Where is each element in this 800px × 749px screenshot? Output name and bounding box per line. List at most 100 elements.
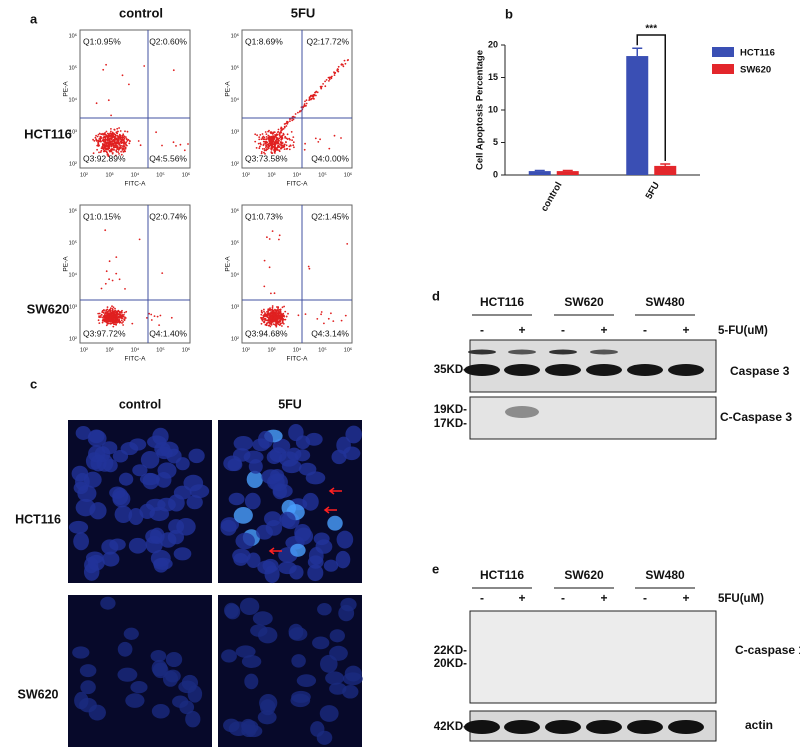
- event-dot: [325, 79, 328, 81]
- event-dot: [260, 143, 262, 146]
- event-dot: [270, 151, 273, 154]
- event-dot: [280, 131, 283, 134]
- protein-band: [586, 364, 622, 376]
- x-tick-label: control: [539, 180, 565, 213]
- nucleus: [220, 519, 237, 536]
- event-dot: [110, 314, 113, 317]
- treatment-label: 5-FU(uM): [718, 325, 768, 337]
- event-dot: [115, 272, 118, 275]
- arrow: [268, 547, 282, 555]
- event-dot: [265, 146, 267, 149]
- event-dot: [275, 309, 278, 312]
- quadrant-label: Q2:0.60%: [149, 36, 187, 46]
- event-dot: [276, 141, 279, 144]
- event-dot: [346, 243, 349, 245]
- arrow: [323, 506, 337, 514]
- event-dot: [263, 308, 265, 311]
- nucleus: [165, 669, 181, 683]
- event-dot: [278, 324, 281, 326]
- nucleus: [257, 560, 277, 575]
- event-dot: [109, 307, 112, 310]
- event-dot: [319, 85, 322, 88]
- event-dot: [268, 266, 271, 269]
- event-dot: [320, 87, 323, 90]
- event-dot: [305, 99, 308, 102]
- nucleus: [117, 641, 133, 657]
- nucleus: [227, 458, 243, 472]
- nucleus: [73, 481, 89, 495]
- quadrant-label: Q2:0.74%: [149, 211, 187, 221]
- event-dot: [102, 146, 105, 149]
- event-dot: [100, 316, 102, 319]
- event-dot: [270, 148, 273, 151]
- event-dot: [110, 130, 112, 133]
- y-axis-label: PE-A: [63, 81, 70, 97]
- nucleus: [87, 554, 105, 571]
- event-dot: [317, 141, 320, 143]
- event-dot: [285, 315, 288, 318]
- event-dot: [346, 59, 349, 62]
- flow-plot: [79, 204, 191, 344]
- event-dot: [92, 138, 94, 141]
- event-dot: [107, 135, 110, 137]
- nucleus: [74, 691, 89, 710]
- nucleus: [168, 519, 185, 534]
- event-dot: [115, 323, 117, 326]
- event-dot: [267, 321, 270, 324]
- bar: [556, 171, 579, 175]
- quadrant-label: Q1:0.73%: [245, 211, 283, 221]
- micrograph: [218, 595, 363, 747]
- event-dot: [115, 154, 117, 157]
- event-dot: [278, 133, 281, 135]
- event-dot: [280, 126, 283, 129]
- nucleus: [165, 651, 183, 668]
- event-dot: [107, 142, 109, 145]
- event-dot: [258, 136, 261, 139]
- group-label: HCT116: [480, 295, 524, 309]
- treatment-sign: -: [480, 591, 484, 605]
- event-dot: [263, 321, 265, 324]
- flow-plot: [79, 29, 191, 169]
- nucleus: [289, 565, 304, 580]
- x-tick-label: 10³: [268, 172, 276, 178]
- row-title: SW620: [27, 301, 70, 316]
- event-dot: [119, 147, 122, 150]
- event-dot: [161, 272, 164, 274]
- error-bar: [534, 169, 545, 172]
- event-dot: [105, 324, 108, 327]
- event-dot: [310, 97, 313, 100]
- event-dot: [272, 319, 275, 322]
- event-dot: [333, 134, 336, 137]
- event-dot: [124, 142, 126, 145]
- y-tick-label: 10³: [69, 304, 77, 310]
- event-dot: [344, 62, 347, 65]
- y-tick-label: 10⁴: [231, 271, 240, 278]
- event-dot: [120, 141, 123, 143]
- event-dot: [104, 315, 106, 318]
- band-label: Caspase 3: [730, 364, 790, 378]
- event-dot: [328, 78, 331, 81]
- nucleus: [295, 435, 311, 450]
- y-tick-label: 10: [488, 104, 498, 114]
- event-dot: [102, 68, 105, 71]
- column-title: control: [119, 397, 161, 411]
- event-dot: [281, 142, 284, 144]
- event-dot: [110, 132, 112, 135]
- y-axis-label: Cell Apoptosis Percentage: [475, 50, 486, 170]
- event-dot: [111, 305, 113, 308]
- group-label: HCT116: [480, 568, 524, 582]
- y-tick-label: 10⁶: [231, 207, 239, 214]
- nucleus: [345, 425, 363, 444]
- nucleus: [102, 551, 120, 567]
- event-dot: [285, 141, 287, 144]
- bar: [528, 171, 551, 175]
- event-dot: [274, 140, 277, 143]
- event-dot: [340, 319, 343, 322]
- x-tick-label: 10⁴: [293, 346, 302, 353]
- event-dot: [115, 151, 118, 153]
- event-dot: [283, 126, 286, 129]
- event-dot: [269, 325, 272, 328]
- event-dot: [272, 139, 275, 142]
- event-dot: [286, 138, 289, 141]
- x-axis-label: FITC-A: [125, 356, 147, 363]
